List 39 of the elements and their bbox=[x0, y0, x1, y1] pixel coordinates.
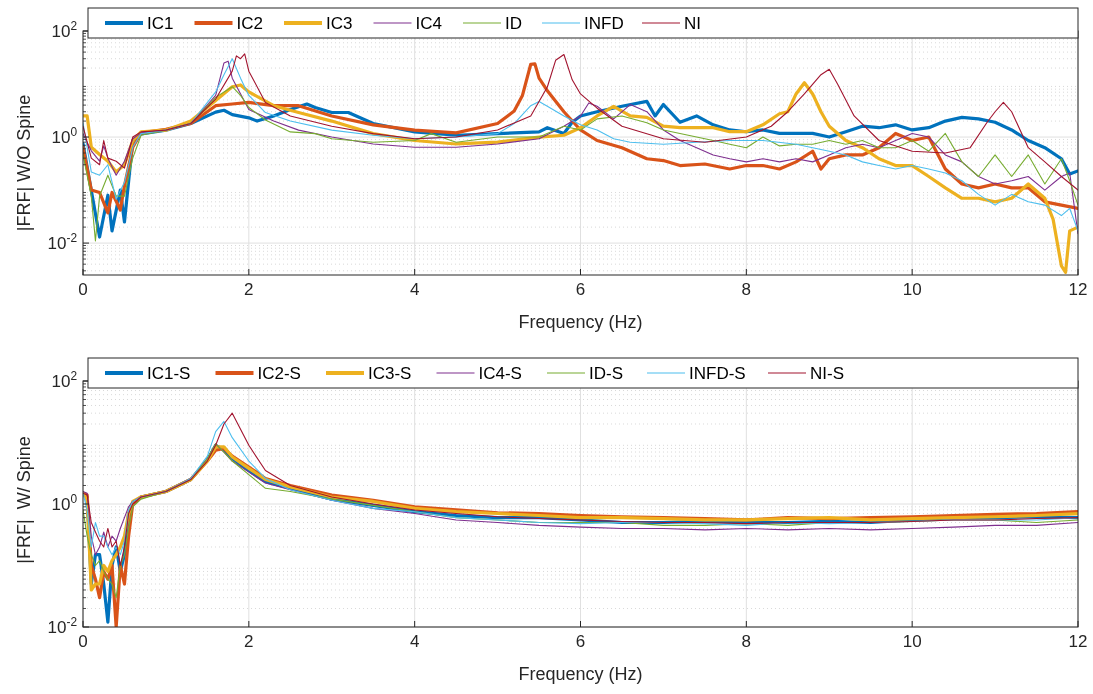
x-axis-title: Frequency (Hz) bbox=[518, 664, 643, 684]
y-tick-label: 10$^{0}$ bbox=[51, 492, 78, 514]
legend-label: NI bbox=[684, 14, 701, 33]
y-axis-title: |FRF| W/O Spine bbox=[14, 94, 34, 232]
legend-label: IC4 bbox=[415, 14, 442, 33]
x-tick-label: 12 bbox=[1068, 632, 1088, 651]
legend-label: ID bbox=[505, 14, 522, 33]
y-axis-title: |FRF| W/ Spine bbox=[14, 436, 34, 564]
x-tick-label: 12 bbox=[1068, 280, 1088, 299]
x-tick-label: 10 bbox=[902, 632, 922, 651]
legend-label: IC3 bbox=[326, 14, 353, 33]
x-tick-label: 6 bbox=[575, 632, 586, 651]
legend-label: IC1 bbox=[147, 14, 174, 33]
legend-label: IC2-S bbox=[257, 364, 301, 383]
y-tick-label: 10$^{0}$ bbox=[51, 125, 78, 148]
y-tick-label: 10$^{2}$ bbox=[51, 19, 78, 41]
y-tick-label: 10$^{2}$ bbox=[51, 369, 78, 391]
legend-label: IC1-S bbox=[147, 364, 191, 383]
x-tick-label: 0 bbox=[78, 632, 88, 651]
x-tick-label: 8 bbox=[741, 632, 752, 651]
y-tick-label: 10$^{-2}$ bbox=[47, 615, 78, 637]
legend-label: ID-S bbox=[589, 364, 623, 383]
x-tick-label: 2 bbox=[244, 280, 254, 299]
legend-label: INFD bbox=[584, 14, 624, 33]
legend-label: NI-S bbox=[810, 364, 844, 383]
x-tick-label: 0 bbox=[78, 280, 88, 299]
legend-label: INFD-S bbox=[689, 364, 746, 383]
x-tick-label: 6 bbox=[575, 280, 586, 299]
x-axis-title: Frequency (Hz) bbox=[518, 312, 643, 332]
x-tick-label: 4 bbox=[409, 632, 420, 651]
x-tick-label: 4 bbox=[409, 280, 420, 299]
x-tick-label: 2 bbox=[244, 632, 254, 651]
legend-label: IC3-S bbox=[368, 364, 412, 383]
x-tick-label: 8 bbox=[741, 280, 752, 299]
line-series bbox=[83, 53, 1078, 191]
y-tick-label: 10$^{-2}$ bbox=[47, 231, 78, 254]
x-tick-label: 10 bbox=[902, 280, 922, 299]
legend-label: IC4-S bbox=[478, 364, 522, 383]
legend-label: IC2 bbox=[236, 14, 263, 33]
